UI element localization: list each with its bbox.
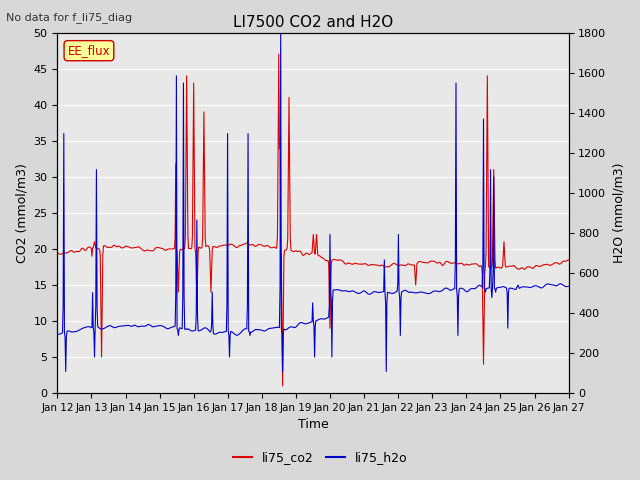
X-axis label: Time: Time <box>298 419 328 432</box>
Text: EE_flux: EE_flux <box>68 44 110 57</box>
Y-axis label: CO2 (mmol/m3): CO2 (mmol/m3) <box>15 163 28 263</box>
Legend: li75_co2, li75_h2o: li75_co2, li75_h2o <box>228 446 412 469</box>
Y-axis label: H2O (mmol/m3): H2O (mmol/m3) <box>612 163 625 263</box>
Title: LI7500 CO2 and H2O: LI7500 CO2 and H2O <box>233 15 393 30</box>
Text: No data for f_li75_diag: No data for f_li75_diag <box>6 12 132 23</box>
